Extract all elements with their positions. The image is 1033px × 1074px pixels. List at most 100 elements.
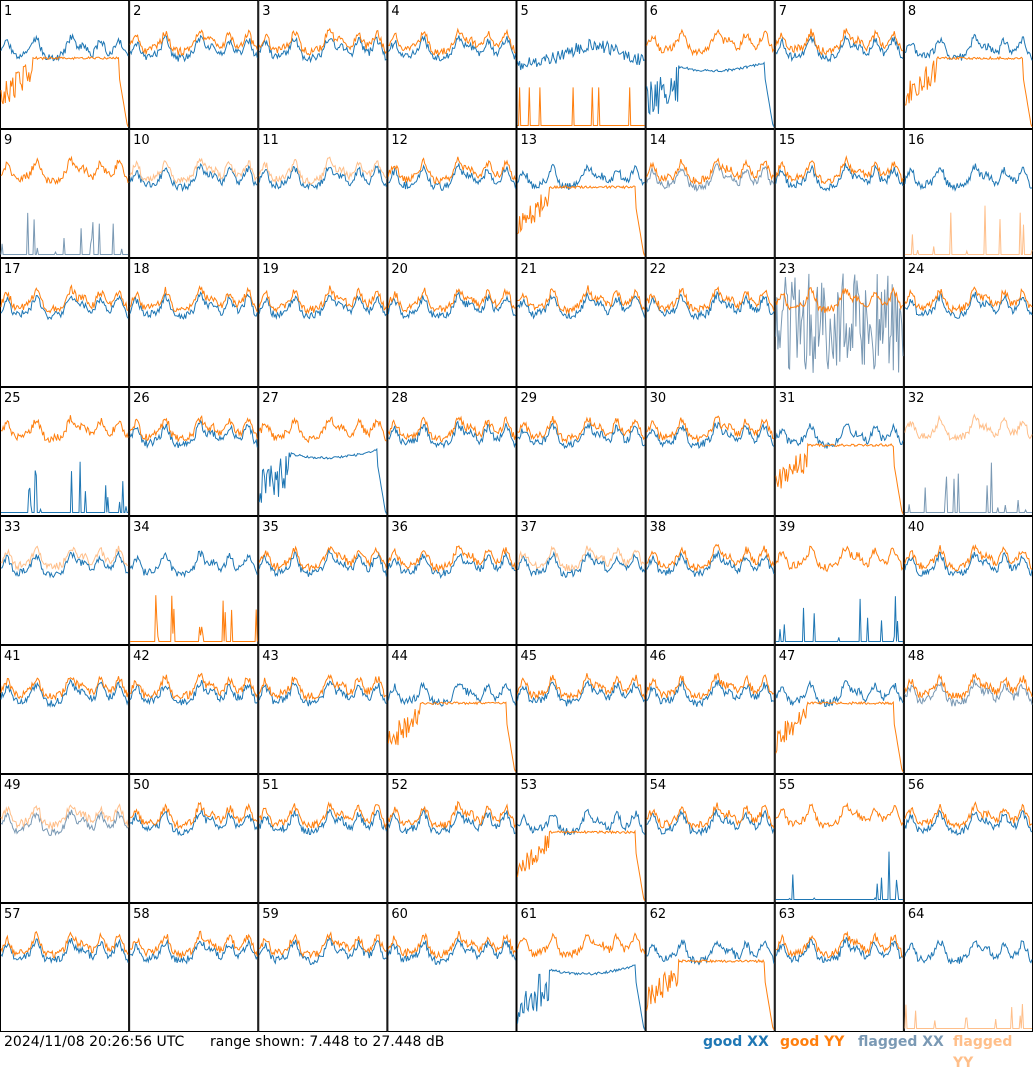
panel-63-xx-line <box>775 936 904 964</box>
panel-7: 7 <box>774 0 904 129</box>
panel-frame <box>774 516 904 645</box>
panel-13-yy-line <box>517 184 646 256</box>
panel-36-xx-line <box>387 551 516 579</box>
panel-frame <box>774 903 904 1032</box>
panel-frame <box>903 258 1033 387</box>
panel-label: 45 <box>521 649 538 664</box>
panel-45-xx-line <box>517 679 646 707</box>
panel-label: 58 <box>133 907 150 922</box>
panel-frame <box>903 129 1033 258</box>
panel-label: 42 <box>133 649 150 664</box>
panel-frame <box>129 0 259 129</box>
panel-50: 50 <box>129 774 259 903</box>
panel-frame <box>258 645 388 774</box>
panel-label: 34 <box>133 520 150 535</box>
panel-label: 35 <box>262 520 279 535</box>
panel-6-xx-line <box>646 61 775 127</box>
panel-label: 59 <box>262 907 279 922</box>
panel-label: 51 <box>262 778 279 793</box>
panel-36-yy-line <box>387 545 516 573</box>
panel-2: 2 <box>129 0 259 129</box>
panel-frame <box>129 387 259 516</box>
panel-label: 61 <box>521 907 538 922</box>
panel-label: 4 <box>391 4 399 19</box>
panel-label: 31 <box>779 391 796 406</box>
panel-36: 36 <box>387 516 517 645</box>
panel-frame <box>387 0 517 129</box>
panel-19-yy-line <box>258 285 387 315</box>
panel-9: 9 <box>0 129 130 258</box>
panel-25-xx-line <box>1 461 129 513</box>
panel-47-yy-line <box>775 700 904 772</box>
panel-11-xx-line <box>258 165 387 191</box>
panel-8-xx-line <box>904 33 1033 61</box>
panel-label: 52 <box>391 778 408 793</box>
panel-label: 29 <box>521 391 538 406</box>
panel-frame <box>903 774 1033 903</box>
panel-27: 27 <box>258 387 388 516</box>
panel-frame <box>645 258 775 387</box>
panel-2-xx-line <box>129 34 258 63</box>
panel-6: 6 <box>645 0 775 129</box>
panel-45-yy-line <box>517 673 646 700</box>
panel-frame <box>258 774 388 903</box>
panel-31-xx-line <box>775 422 904 449</box>
panel-frame <box>645 516 775 645</box>
panel-54-xx-line <box>646 809 775 837</box>
panel-16-yy-line <box>904 205 1033 255</box>
panel-18-yy-line <box>129 284 258 313</box>
panel-2-yy-line <box>129 29 258 56</box>
panel-26: 26 <box>129 387 259 516</box>
panel-30-xx-line <box>646 421 775 449</box>
panel-frame <box>0 387 130 516</box>
panel-label: 30 <box>650 391 667 406</box>
panel-63: 63 <box>774 903 904 1032</box>
panel-39: 39 <box>774 516 904 645</box>
panel-64-yy-line <box>904 1003 1032 1029</box>
panel-31-yy-line <box>775 442 904 514</box>
panel-25-yy-line <box>0 415 129 443</box>
panel-41: 41 <box>0 645 130 774</box>
panel-frame <box>258 0 388 129</box>
panel-label: 41 <box>4 649 21 664</box>
panel-46-yy-line <box>646 672 775 700</box>
panel-3-yy-line <box>258 27 387 57</box>
panel-43-yy-line <box>258 674 387 702</box>
panel-label: 7 <box>779 4 787 19</box>
panel-frame <box>387 387 517 516</box>
panel-label: 15 <box>779 133 796 148</box>
panel-9-xx-line <box>0 212 129 255</box>
panel-43-xx-line <box>258 680 387 707</box>
panel-frame <box>0 774 130 903</box>
panel-22-yy-line <box>646 286 775 313</box>
panel-21-yy-line <box>517 285 646 315</box>
panel-35-yy-line <box>258 545 387 572</box>
panel-54-yy-line <box>646 802 775 830</box>
panel-57-xx-line <box>0 937 129 965</box>
panel-61-yy-line <box>517 932 646 959</box>
panel-63-yy-line <box>775 930 904 959</box>
panel-10-yy-line <box>129 157 258 184</box>
panel-18: 18 <box>129 258 259 387</box>
panel-frame <box>387 516 517 645</box>
panel-frame <box>903 645 1033 774</box>
panel-label: 46 <box>650 649 667 664</box>
panel-frame <box>129 903 259 1032</box>
panel-label: 17 <box>4 262 21 277</box>
panel-23-xx-line <box>775 273 904 373</box>
panel-label: 37 <box>521 520 538 535</box>
panel-22-xx-line <box>646 290 775 321</box>
panel-frame <box>0 258 130 387</box>
panel-14-yy-line <box>646 157 775 185</box>
panel-41-yy-line <box>0 675 129 701</box>
panel-5-xx-line <box>517 38 645 71</box>
panel-61: 61 <box>516 903 646 1032</box>
panel-label: 38 <box>650 520 667 535</box>
panel-5: 5 <box>516 0 646 129</box>
panel-label: 3 <box>262 4 270 19</box>
panel-38: 38 <box>645 516 775 645</box>
panel-51-yy-line <box>258 801 387 830</box>
panel-frame <box>645 129 775 258</box>
panel-label: 20 <box>391 262 408 277</box>
panel-55-yy-line <box>775 802 904 829</box>
